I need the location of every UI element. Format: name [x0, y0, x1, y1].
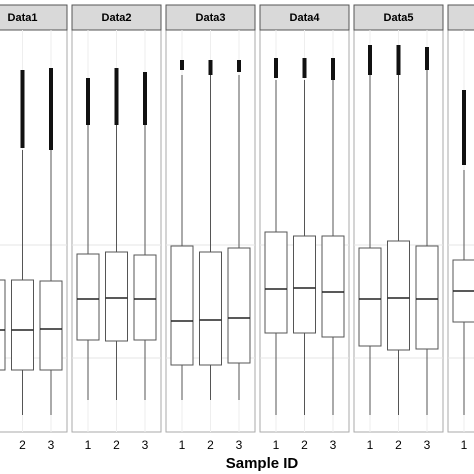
box [358, 247, 382, 347]
box [199, 251, 222, 366]
panel-strip [165, 4, 256, 31]
panel-title: Data5 [384, 12, 414, 24]
x-tick-label: 2 [301, 438, 308, 452]
box [293, 235, 316, 334]
panel-title: Data2 [102, 12, 132, 24]
panel-title: Data4 [290, 12, 321, 24]
x-tick-label: 3 [236, 438, 243, 452]
x-tick-label: 1 [367, 438, 374, 452]
panel-background [0, 29, 68, 433]
panel-title: Data1 [8, 12, 38, 24]
box [415, 245, 439, 350]
box [321, 235, 345, 338]
box [170, 245, 194, 366]
box [387, 240, 410, 351]
x-tick-label: 3 [330, 438, 337, 452]
box [11, 279, 34, 371]
box [105, 251, 128, 342]
x-tick-label: 1 [179, 438, 186, 452]
x-tick-label: 2 [395, 438, 402, 452]
box [39, 280, 63, 371]
x-tick-label: 3 [424, 438, 431, 452]
x-tick-label: 1 [85, 438, 92, 452]
box [227, 247, 251, 364]
panel-background [447, 29, 474, 433]
panel-title: Data3 [196, 12, 226, 24]
x-tick-label: 1 [461, 438, 468, 452]
x-tick-label: 2 [113, 438, 120, 452]
box [76, 253, 100, 341]
x-tick-label: 2 [207, 438, 214, 452]
x-tick-label: 3 [48, 438, 55, 452]
panel-strip [447, 4, 474, 31]
box [133, 254, 157, 341]
x-tick-label: 3 [142, 438, 149, 452]
box [0, 279, 6, 371]
panel-strip [259, 4, 350, 31]
x-tick-label: 2 [19, 438, 26, 452]
x-tick-label: 1 [273, 438, 280, 452]
box [264, 231, 288, 334]
x-axis-label: Sample ID [226, 455, 299, 472]
